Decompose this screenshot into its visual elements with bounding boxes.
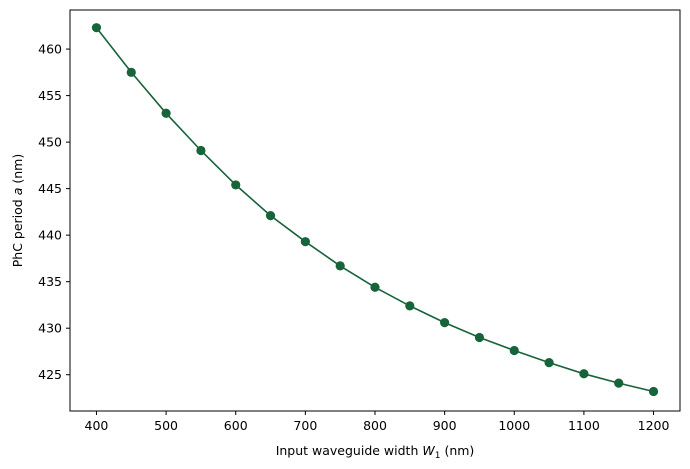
- x-tick-label: 900: [433, 418, 457, 433]
- data-point-marker: [370, 282, 380, 292]
- x-tick-label: 1200: [638, 418, 670, 433]
- x-tick-label: 1000: [498, 418, 530, 433]
- x-tick-label: 600: [224, 418, 248, 433]
- data-point-marker: [509, 345, 519, 356]
- data-point-marker: [335, 261, 345, 271]
- x-tick-label: 800: [363, 418, 387, 433]
- data-point-marker: [474, 332, 485, 343]
- x-axis-label: Input waveguide width W1 (nm): [276, 443, 475, 461]
- y-axis-ticks: 425 430 435 440 445 450 455 460: [38, 42, 70, 382]
- y-tick-label: 430: [38, 321, 62, 336]
- data-point-marker: [579, 369, 589, 379]
- x-tick-label: 500: [154, 418, 178, 433]
- y-tick-label: 445: [38, 181, 62, 196]
- y-tick-label: 450: [38, 135, 62, 150]
- x-tick-label: 1100: [568, 418, 600, 433]
- data-point-marker: [405, 301, 415, 311]
- data-point-marker: [196, 145, 206, 156]
- axes-frame: [69, 9, 681, 412]
- data-point-marker: [91, 23, 102, 33]
- y-tick-label: 425: [38, 367, 62, 382]
- data-point-marker: [300, 237, 310, 247]
- y-tick-label: 455: [38, 88, 62, 103]
- data-point-marker: [614, 378, 624, 388]
- data-point-marker: [231, 180, 241, 190]
- x-tick-label: 400: [85, 418, 109, 433]
- data-point-marker: [265, 211, 276, 221]
- y-tick-label: 460: [38, 42, 62, 57]
- x-tick-label: 700: [293, 418, 317, 433]
- data-point-marker: [161, 108, 171, 118]
- y-tick-label: 435: [38, 274, 62, 289]
- y-tick-label: 440: [38, 228, 62, 243]
- series-line: [95, 27, 654, 393]
- data-point-marker: [544, 358, 554, 368]
- x-axis-ticks: 400 500 600 700 800 900 1000 1100 1200: [85, 411, 670, 433]
- data-point-marker: [440, 318, 450, 328]
- y-axis-label: PhC period a (nm): [10, 154, 25, 267]
- series-layer: [91, 23, 659, 397]
- data-point-marker: [126, 67, 136, 77]
- data-point-marker: [648, 386, 659, 397]
